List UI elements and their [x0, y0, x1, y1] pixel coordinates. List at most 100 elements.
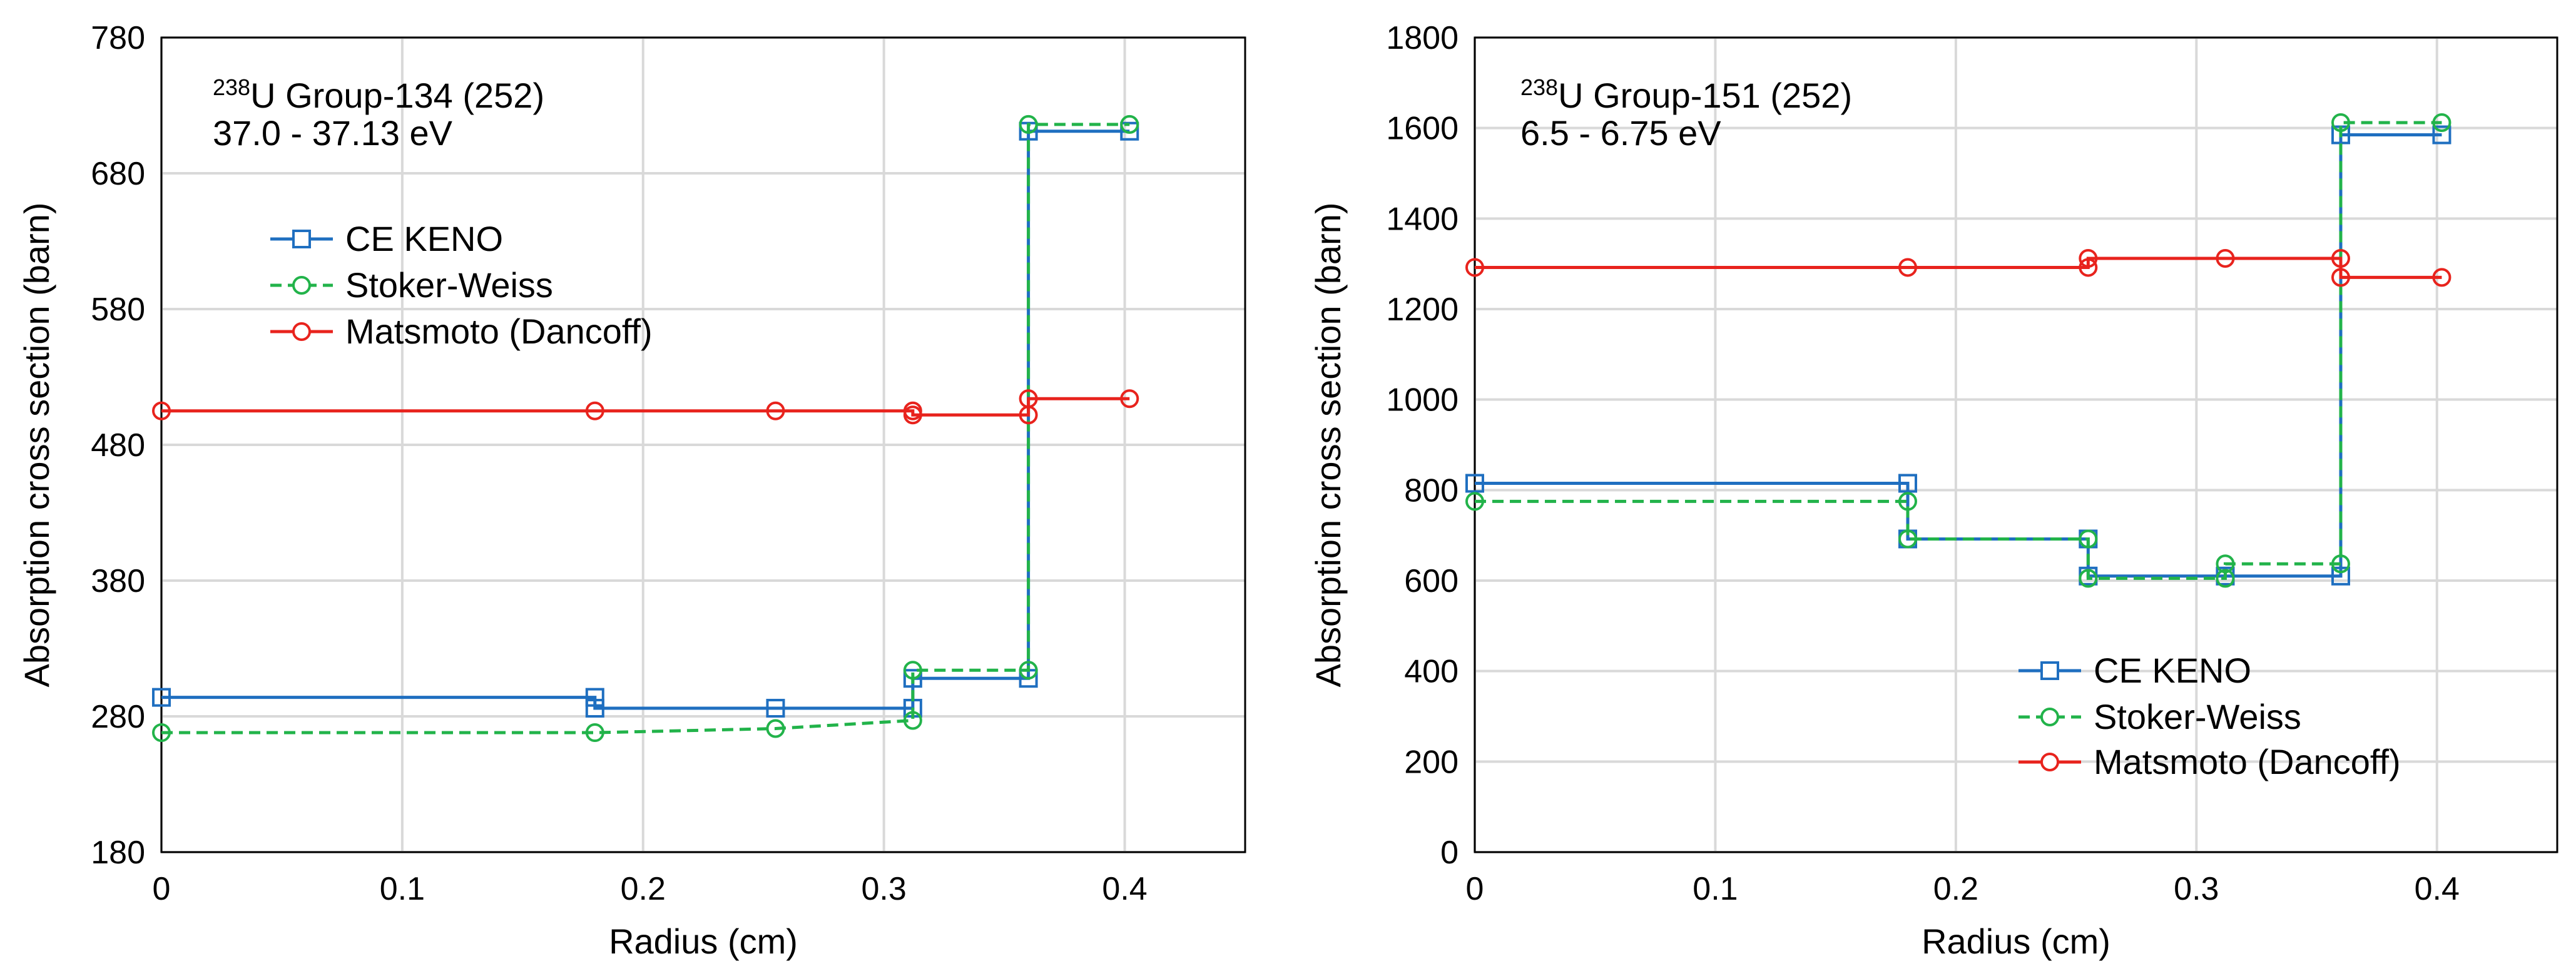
- series-line-2: [1475, 257, 2442, 279]
- y-tick-label: 780: [91, 20, 145, 56]
- legend-label: Matsmoto (Dancoff): [345, 312, 653, 351]
- x-tick-label: 0.2: [1933, 871, 1978, 907]
- data-point-marker: [152, 688, 171, 707]
- x-tick-label: 0.3: [862, 871, 907, 907]
- data-point-marker: [1120, 389, 1139, 409]
- annotation-superscript: 238: [213, 74, 250, 100]
- x-tick-label: 0.3: [2174, 871, 2219, 907]
- data-point-marker: [903, 669, 922, 688]
- y-tick-label: 580: [91, 292, 145, 328]
- y-tick-label: 200: [1404, 744, 1459, 780]
- data-point-marker: [2079, 569, 2098, 588]
- data-point-marker: [585, 723, 604, 743]
- data-point-marker: [2331, 113, 2350, 132]
- x-tick-label: 0.2: [621, 871, 666, 907]
- data-point-marker: [2432, 113, 2451, 132]
- data-point-marker: [1898, 529, 1917, 549]
- legend-marker: [2040, 661, 2059, 680]
- data-point-marker: [1019, 661, 1038, 680]
- chart-group-134: 180 280 380 480 580 680 780 0 0.1 0.2 0.3 0.4 Radius…: [17, 20, 1246, 961]
- y-axis-title: Absorption cross section (barn): [1308, 202, 1348, 687]
- data-point-marker: [2079, 258, 2098, 277]
- data-point-marker: [152, 401, 171, 420]
- x-tick-label: 0: [1466, 871, 1484, 907]
- data-point-marker: [766, 401, 785, 420]
- data-point-marker: [2331, 268, 2350, 287]
- plot-frame: [1474, 36, 2558, 853]
- chart-group-151: 0 200 400 600 800 1000 1200 1400 1600 1800 0 0.1 0.2…: [1308, 20, 2558, 961]
- y-tick-label: 180: [91, 835, 145, 871]
- legend-label: Matsmoto (Dancoff): [2094, 742, 2401, 781]
- annotation-line-2: 37.0 - 37.13 eV: [213, 113, 453, 153]
- data-point-marker: [766, 698, 785, 718]
- annotation-superscript: 238: [1520, 74, 1558, 100]
- legend-marker: [2040, 708, 2059, 726]
- data-point-marker: [903, 405, 922, 425]
- data-point-marker: [585, 688, 604, 707]
- annotation-line-2: 6.5 - 6.75 eV: [1520, 113, 1721, 153]
- series-line-1: [161, 123, 1130, 735]
- data-point-marker: [2432, 268, 2451, 287]
- plot-area: [1475, 38, 2557, 852]
- data-point-marker: [1019, 389, 1038, 409]
- y-tick-label: 1200: [1386, 292, 1459, 328]
- y-tick-label: 280: [91, 699, 145, 735]
- y-tick-label: 800: [1404, 472, 1459, 509]
- data-point-marker: [1465, 492, 1484, 511]
- data-point-marker: [1898, 474, 1917, 493]
- annotation-line-1: 238U Group-151 (252): [1520, 74, 1852, 115]
- data-point-marker: [903, 661, 922, 680]
- y-axis-title: Absorption cross section (barn): [17, 202, 56, 687]
- legend-marker: [292, 230, 311, 248]
- y-tick-label: 400: [1404, 654, 1459, 690]
- data-point-marker: [152, 723, 171, 743]
- legend-label: CE KENO: [2094, 651, 2251, 690]
- legend-label: Stoker-Weiss: [345, 265, 553, 305]
- data-point-marker: [2331, 566, 2350, 586]
- y-tick-label: 1400: [1386, 201, 1459, 237]
- annotation-title: U Group-151 (252): [1558, 76, 1852, 115]
- y-tick-label: 380: [91, 563, 145, 599]
- data-point-marker: [2432, 125, 2451, 145]
- data-point-marker: [585, 401, 604, 420]
- x-tick-label: 0.4: [2415, 871, 2460, 907]
- data-point-marker: [903, 711, 922, 730]
- x-tick-label: 0.4: [1102, 871, 1147, 907]
- annotation-title: U Group-134 (252): [250, 76, 544, 115]
- y-tick-label: 1800: [1386, 20, 1459, 56]
- y-tick-label: 1600: [1386, 111, 1459, 147]
- legend-label: CE KENO: [345, 219, 503, 258]
- x-tick-label: 0.1: [380, 871, 425, 907]
- data-point-marker: [585, 698, 604, 718]
- x-tick-label: 0: [153, 871, 171, 907]
- y-tick-label: 1000: [1386, 382, 1459, 419]
- annotation-line-1: 238U Group-134 (252): [213, 74, 544, 115]
- data-point-marker: [1898, 492, 1917, 511]
- legend-marker: [2040, 753, 2059, 771]
- plot-frame: [160, 36, 1246, 853]
- series-line-1: [1475, 121, 2442, 580]
- legend-label: Stoker-Weiss: [2094, 697, 2301, 736]
- y-tick-label: 600: [1404, 563, 1459, 599]
- legend-marker: [292, 276, 311, 295]
- legend-marker: [292, 322, 311, 341]
- data-point-marker: [1120, 114, 1139, 134]
- data-point-marker: [766, 719, 785, 738]
- data-point-marker: [2331, 248, 2350, 268]
- data-point-marker: [2216, 554, 2235, 574]
- y-tick-label: 680: [91, 156, 145, 192]
- data-point-marker: [1019, 114, 1038, 134]
- x-tick-label: 0.1: [1693, 871, 1738, 907]
- data-point-marker: [2216, 569, 2235, 588]
- x-axis-title: Radius (cm): [609, 922, 798, 961]
- data-point-marker: [2079, 529, 2098, 549]
- data-point-marker: [1898, 258, 1917, 277]
- data-point-marker: [2216, 248, 2235, 268]
- data-point-marker: [2079, 248, 2098, 268]
- data-point-marker: [2331, 554, 2350, 574]
- data-point-marker: [1465, 474, 1484, 493]
- data-point-marker: [1465, 258, 1484, 277]
- y-tick-label: 480: [91, 427, 145, 464]
- y-tick-label: 0: [1440, 835, 1459, 871]
- x-axis-title: Radius (cm): [1922, 922, 2110, 961]
